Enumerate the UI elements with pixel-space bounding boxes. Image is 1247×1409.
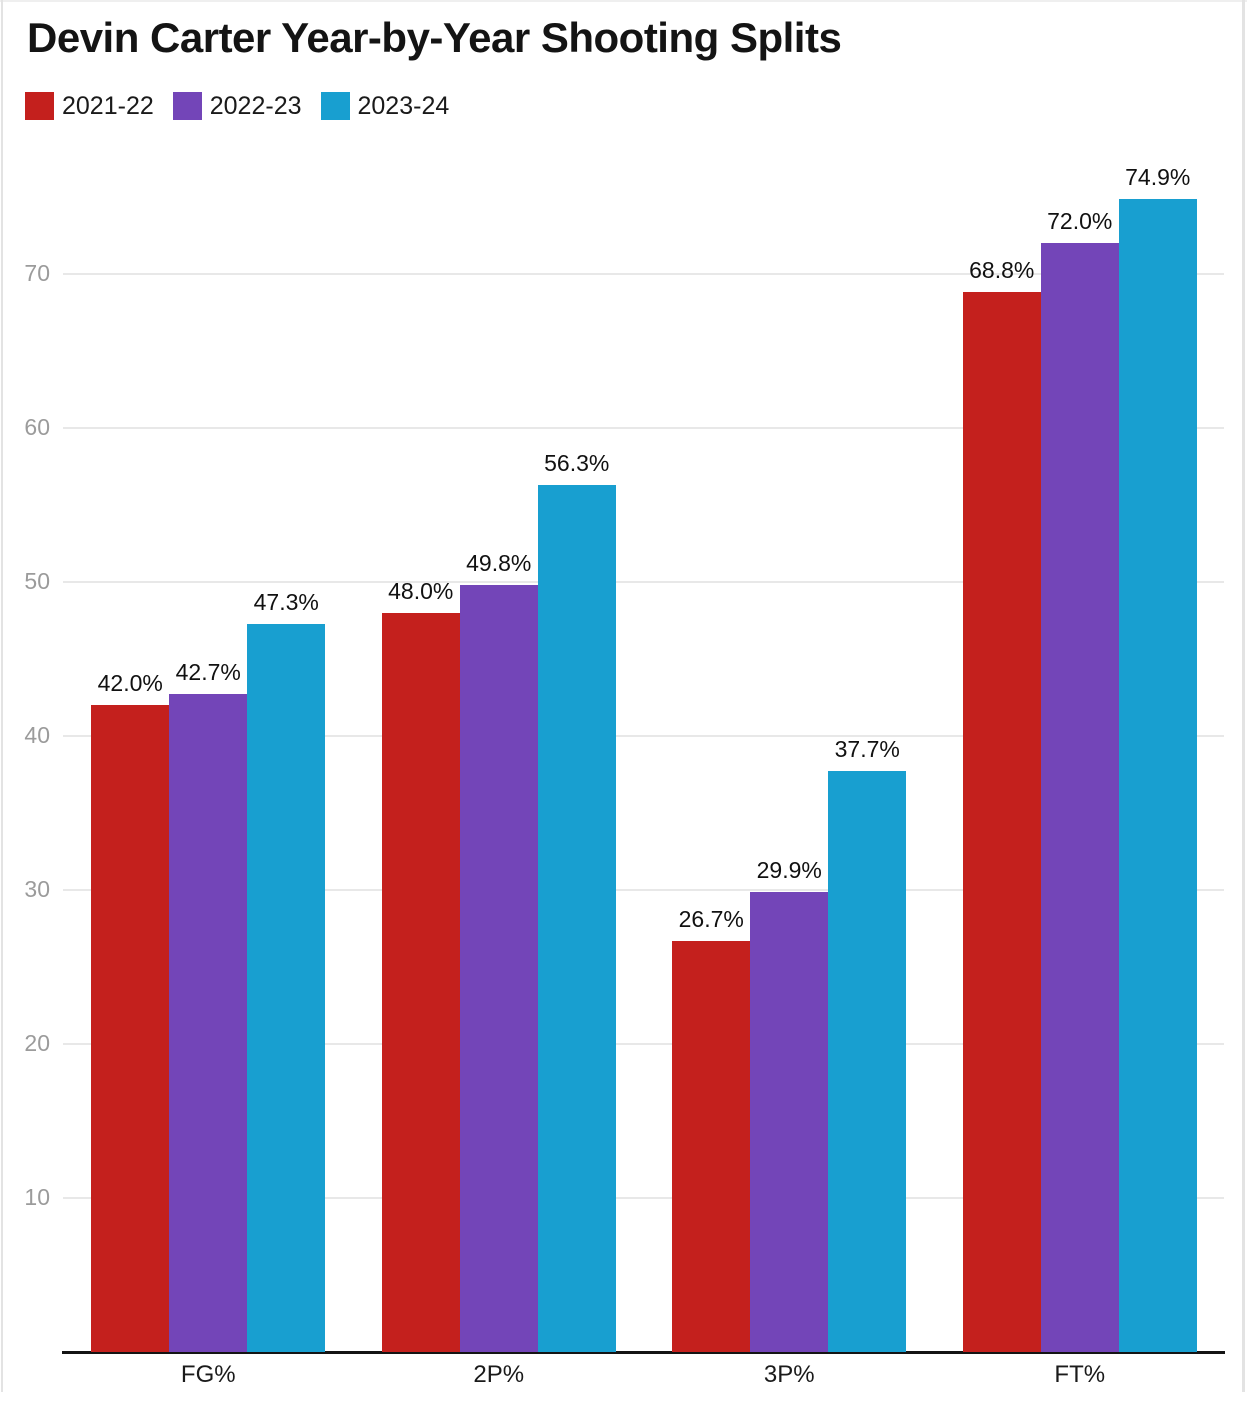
category-label: 3P% (763, 1361, 815, 1388)
gridline-60 (63, 427, 1224, 429)
category-label: 2P% (473, 1361, 525, 1388)
legend-label: 2023-24 (357, 92, 450, 120)
bar-value-label: 74.9% (1125, 163, 1191, 190)
gridline-50 (63, 581, 1224, 583)
gridline-40 (63, 735, 1224, 737)
bar-2023-24-3P% (828, 771, 907, 1352)
x-axis-line (62, 1351, 1225, 1354)
y-axis-tick-label: 50 (24, 568, 50, 594)
bar-2022-23-2P% (459, 585, 538, 1352)
y-axis-tick-label: 70 (24, 260, 50, 286)
bar-value-label: 72.0% (1047, 208, 1113, 235)
gridline-10 (63, 1197, 1224, 1199)
card-border-right (1242, 0, 1245, 1392)
category-label: FG% (180, 1361, 236, 1388)
legend-swatch-2023-24 (320, 92, 350, 120)
bar-2023-24-FG% (247, 623, 326, 1352)
legend-label: 2021-22 (62, 92, 154, 120)
card-border-left (1, 0, 3, 1392)
bar-2023-24-FT% (1118, 198, 1197, 1352)
legend-label: 2022-23 (209, 92, 302, 120)
bar-2022-23-FG% (169, 694, 248, 1352)
bar-2021-22-FG% (91, 705, 170, 1352)
bar-2023-24-2P% (537, 484, 616, 1352)
y-axis-tick-label: 30 (24, 876, 50, 902)
bar-value-label: 47.3% (253, 588, 319, 615)
legend-item-2022-23: 2022-23 (172, 92, 302, 120)
category-label: FT% (1054, 1361, 1106, 1388)
legend-item-2023-24: 2023-24 (320, 92, 450, 120)
y-axis-tick-label: 10 (24, 1184, 50, 1210)
bar-value-label: 49.8% (466, 550, 532, 577)
y-axis-tick-label: 20 (24, 1030, 50, 1056)
y-axis-tick-label: 40 (24, 722, 50, 748)
bar-chart-plot-area: 10 20 30 40 50 60 70 42.0% 42.7% 47.3% FG% 48.0% 49.… (0, 130, 1247, 1388)
bar-value-label: 68.8% (969, 257, 1035, 284)
gridline-20 (63, 1043, 1224, 1045)
bar-2021-22-2P% (381, 612, 460, 1352)
y-axis-tick-label: 60 (24, 414, 50, 440)
bar-2022-23-FT% (1040, 243, 1119, 1352)
gridline-30 (63, 889, 1224, 891)
bar-value-label: 37.7% (834, 736, 900, 763)
chart-title: Devin Carter Year-by-Year Shooting Split… (27, 14, 842, 61)
gridline-70 (63, 273, 1224, 275)
bar-2021-22-FT% (962, 292, 1041, 1352)
bar-value-label: 26.7% (678, 905, 744, 932)
bar-value-label: 29.9% (756, 856, 822, 883)
bar-value-label: 56.3% (544, 449, 610, 476)
legend-swatch-2022-23 (172, 92, 202, 120)
legend-swatch-2021-22 (25, 92, 54, 120)
bar-2021-22-3P% (672, 940, 751, 1352)
legend-item-2021-22: 2021-22 (25, 92, 154, 120)
card-border-top (0, 0, 1247, 2)
bar-2022-23-3P% (750, 891, 829, 1352)
legend: 2021-22 2022-23 2023-24 (25, 92, 449, 120)
bar-value-label: 48.0% (388, 577, 454, 604)
bar-value-label: 42.7% (175, 659, 241, 686)
bar-value-label: 42.0% (97, 670, 163, 697)
